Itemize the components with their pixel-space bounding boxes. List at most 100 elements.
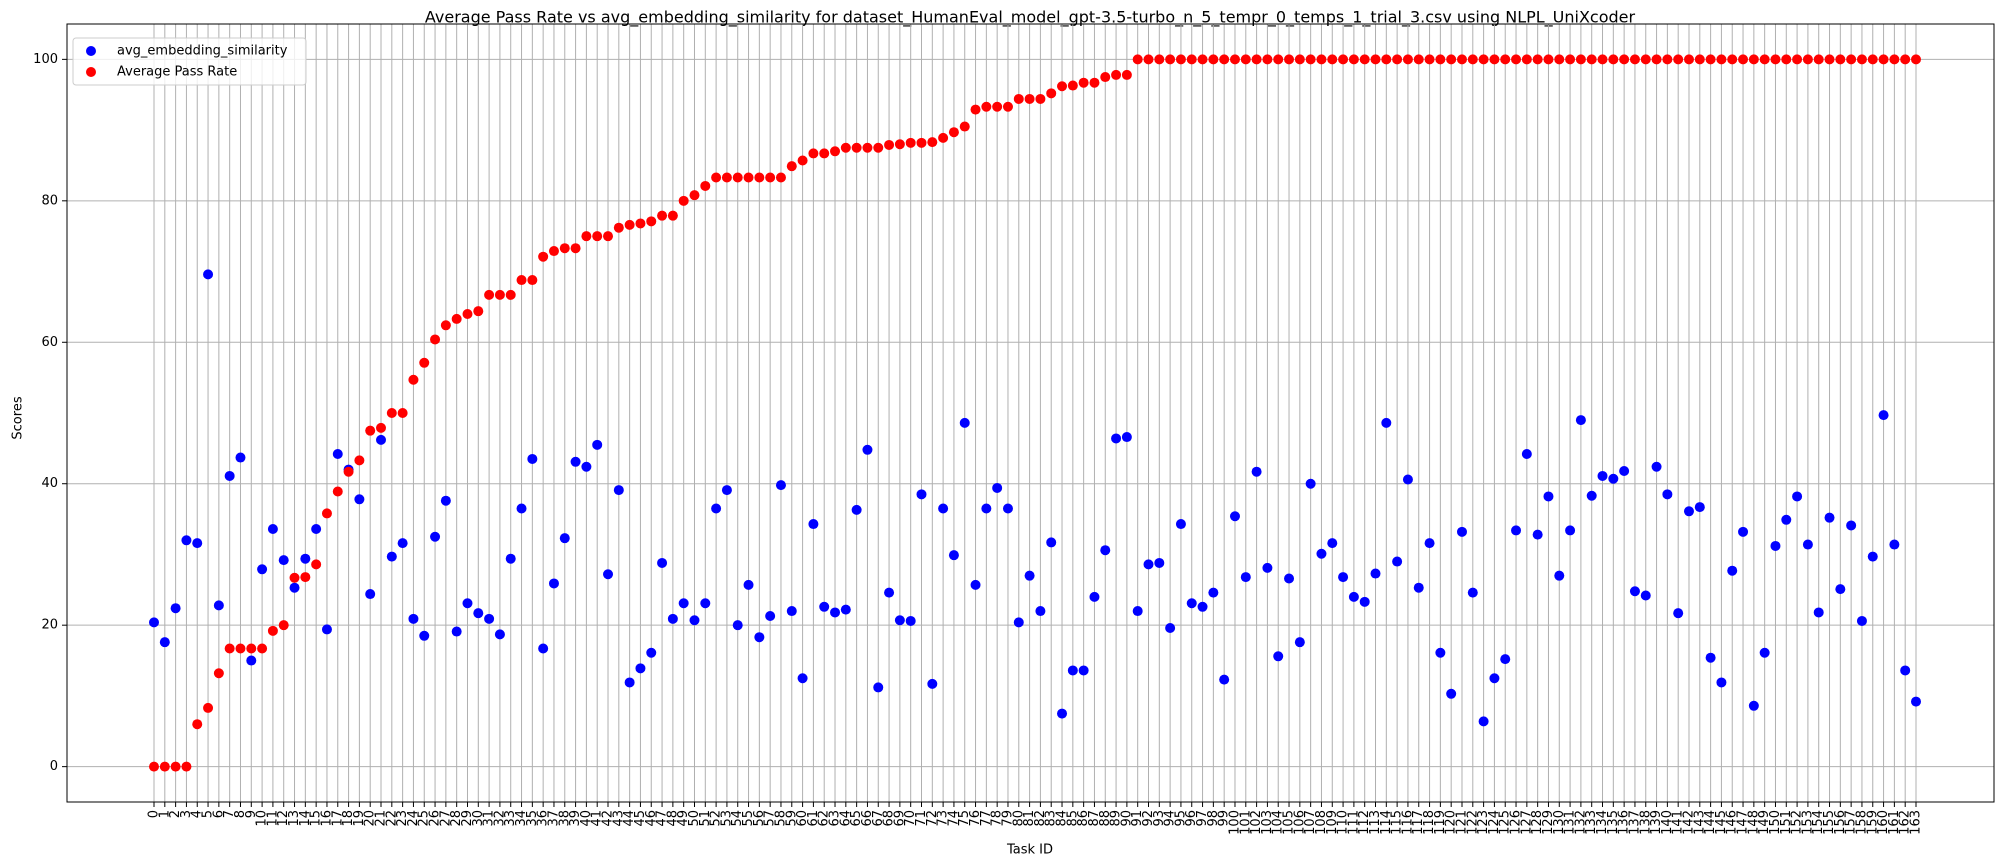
point [1759, 54, 1770, 65]
point [159, 761, 170, 772]
point [1013, 617, 1024, 628]
point [1683, 54, 1694, 65]
point [1673, 608, 1684, 619]
point [657, 557, 668, 568]
point [1413, 54, 1424, 65]
point [1727, 565, 1738, 576]
x-tick-label: 108 [1314, 810, 1329, 835]
point [1586, 490, 1597, 501]
point [548, 578, 559, 589]
x-tick-label: 121 [1454, 810, 1469, 835]
point [181, 535, 192, 546]
point [689, 190, 700, 201]
x-tick-label: 63 [828, 810, 843, 827]
point [473, 306, 484, 317]
x-tick-label: 24 [406, 810, 421, 827]
x-tick-label: 61 [806, 810, 821, 827]
point [635, 218, 646, 229]
point [1327, 538, 1338, 549]
point [808, 148, 819, 159]
point [1705, 54, 1716, 65]
x-tick-label: 135 [1606, 810, 1621, 835]
x-tick-label: 10 [255, 810, 270, 827]
point [1359, 54, 1370, 65]
point [1424, 538, 1435, 549]
point [1467, 587, 1478, 598]
point [1435, 647, 1446, 658]
point [581, 461, 592, 472]
point [1554, 570, 1565, 581]
x-tick-label: 66 [860, 810, 875, 827]
x-tick-label: 48 [665, 810, 680, 827]
point [419, 630, 430, 641]
point [376, 422, 387, 433]
point [1067, 665, 1078, 676]
point [1889, 54, 1900, 65]
point [1705, 652, 1716, 663]
point [1121, 69, 1132, 80]
y-tick-label: 60 [41, 335, 58, 350]
x-tick-label: 28 [449, 810, 464, 827]
point [1024, 93, 1035, 104]
x-tick-label: 141 [1671, 810, 1686, 835]
x-tick-label: 64 [838, 810, 853, 827]
y-tick-label: 40 [41, 476, 58, 491]
point [754, 632, 765, 643]
point [840, 604, 851, 615]
point [1900, 54, 1911, 65]
point [1348, 591, 1359, 602]
point [981, 503, 992, 514]
point [678, 598, 689, 609]
point [1770, 540, 1781, 551]
point [1251, 54, 1262, 65]
point [267, 523, 278, 534]
point [1208, 587, 1219, 598]
point [959, 121, 970, 132]
point [386, 551, 397, 562]
x-tick-label: 116 [1400, 810, 1415, 835]
point [808, 519, 819, 530]
point [916, 489, 927, 500]
point [343, 466, 354, 477]
point [1792, 491, 1803, 502]
x-tick-label: 105 [1282, 810, 1297, 835]
point [289, 582, 300, 593]
x-tick-label: 115 [1390, 810, 1405, 835]
point [1402, 474, 1413, 485]
x-tick-label: 58 [773, 810, 788, 827]
x-tick-label: 37 [546, 810, 561, 827]
point [376, 434, 387, 445]
point [948, 550, 959, 561]
point [905, 137, 916, 148]
point [1608, 473, 1619, 484]
point [1662, 489, 1673, 500]
point [819, 601, 830, 612]
point [1662, 54, 1673, 65]
point [592, 439, 603, 450]
x-tick-label: 69 [892, 810, 907, 827]
point [311, 559, 322, 570]
x-tick-label: 156 [1833, 810, 1848, 835]
point [1500, 654, 1511, 665]
point [700, 598, 711, 609]
point [1738, 54, 1749, 65]
point [1640, 54, 1651, 65]
point [494, 629, 505, 640]
x-tick-label: 23 [395, 810, 410, 827]
point [992, 101, 1003, 112]
x-tick-label: 83 [1044, 810, 1059, 827]
x-tick-label: 104 [1271, 810, 1286, 835]
point [1078, 665, 1089, 676]
point [765, 172, 776, 183]
point [516, 503, 527, 514]
point [1143, 559, 1154, 570]
point [1489, 673, 1500, 684]
point [1792, 54, 1803, 65]
point [267, 625, 278, 636]
x-tick-label: 16 [319, 810, 334, 827]
point [1273, 54, 1284, 65]
point [711, 172, 722, 183]
x-tick-label: 26 [428, 810, 443, 827]
point [1597, 470, 1608, 481]
point [646, 647, 657, 658]
